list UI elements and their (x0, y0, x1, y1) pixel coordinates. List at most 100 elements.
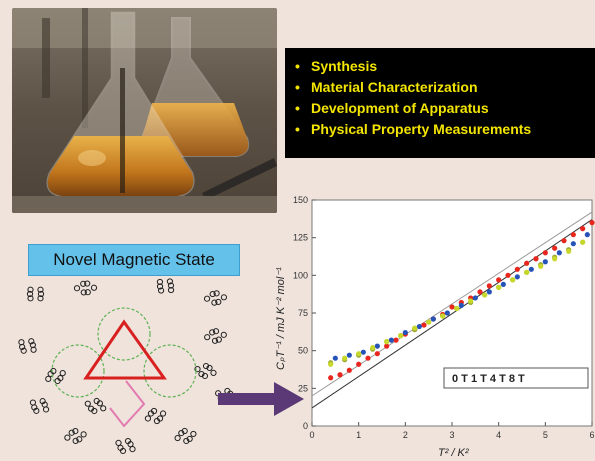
atom-mark (39, 398, 46, 405)
atom-mark (64, 434, 71, 441)
data-point (496, 284, 502, 290)
data-point (500, 281, 506, 287)
atom-mark (144, 415, 152, 422)
atom-mark (93, 397, 100, 405)
atom-mark (87, 405, 95, 412)
x-tick-label: 4 (496, 430, 501, 440)
bullet-dot-icon: • (295, 121, 300, 137)
data-point (388, 337, 394, 343)
y-tick-label: 125 (293, 233, 308, 243)
data-point (421, 322, 427, 328)
triangle-lattice (83, 319, 167, 380)
atom-mark (37, 290, 45, 298)
atom-mark (204, 334, 211, 341)
data-point (468, 298, 474, 304)
data-point (533, 256, 539, 262)
atom-mark (174, 434, 181, 442)
atom-mark (203, 295, 211, 302)
atom-mark (68, 429, 75, 436)
data-point (570, 241, 576, 247)
y-axis-label: CₚT⁻¹ / mJ K⁻² mol⁻¹ (275, 267, 287, 370)
molecule-lattice-image (18, 278, 236, 455)
atom-mark (156, 283, 164, 290)
data-point (542, 259, 548, 265)
atom-mark (210, 369, 217, 376)
x-tick-label: 3 (449, 430, 454, 440)
data-point (584, 232, 590, 238)
atom-mark (54, 377, 61, 385)
atom-mark (19, 343, 26, 351)
atom-mark (20, 347, 27, 354)
molecular-structure-diagram (14, 276, 240, 456)
atom-mark (157, 287, 165, 294)
y-tick-label: 0 (303, 421, 308, 431)
data-point (561, 238, 567, 244)
magnetic-state-title: Novel Magnetic State (28, 244, 240, 276)
atom-mark (129, 446, 136, 453)
data-point (505, 272, 511, 278)
atom-mark (28, 338, 35, 345)
data-point (510, 277, 516, 283)
data-point (426, 319, 432, 325)
data-point (570, 232, 576, 238)
data-point (524, 260, 530, 266)
bullet-item: • Development of Apparatus (295, 98, 595, 119)
flasks-image (12, 8, 277, 213)
atom-mark (156, 278, 164, 286)
data-point (552, 245, 558, 251)
data-point (538, 263, 544, 269)
atom-mark (198, 370, 205, 378)
y-tick-label: 100 (293, 270, 308, 280)
atom-mark (153, 417, 161, 425)
data-point (360, 349, 366, 355)
data-point (398, 333, 404, 339)
legend: 0 T 1 T 4 T 8 T (443, 367, 589, 389)
data-point (524, 269, 530, 275)
data-point (458, 302, 464, 309)
data-point (514, 266, 520, 272)
atom-mark (45, 375, 52, 382)
data-point (342, 355, 348, 361)
atom-mark (27, 295, 34, 302)
data-point (528, 266, 534, 272)
data-point (514, 274, 520, 280)
data-point (482, 292, 488, 298)
data-point (328, 375, 334, 381)
x-tick-label: 1 (356, 430, 361, 440)
atom-mark (84, 400, 91, 407)
atom-mark (80, 280, 87, 287)
x-tick-label: 2 (403, 430, 408, 440)
bullet-item: • Physical Property Measurements (295, 119, 595, 140)
plot-area (311, 199, 593, 427)
activities-box: • Synthesis • Material Characterization • D… (285, 48, 595, 158)
magnetic-state-label: Novel Magnetic State (53, 250, 215, 269)
data-point (416, 323, 422, 330)
atom-mark (73, 285, 81, 292)
atom-mark (42, 406, 50, 413)
x-tick-label: 0 (309, 430, 314, 440)
atom-mark (80, 289, 87, 296)
atom-mark (90, 284, 98, 291)
x-tick-label: 5 (543, 430, 548, 440)
data-point (346, 352, 352, 358)
atom-mark (167, 286, 175, 294)
atom-mark (80, 431, 87, 438)
bullet-dot-icon: • (295, 100, 300, 116)
data-point (552, 256, 558, 262)
atom-mark (212, 328, 220, 335)
data-point (486, 283, 492, 289)
atom-mark (84, 280, 91, 287)
data-point (430, 316, 436, 322)
data-point (384, 339, 390, 345)
atom-mark (211, 337, 219, 344)
atom-mark (37, 286, 44, 293)
data-point (580, 239, 586, 245)
x-tick-label: 6 (589, 430, 594, 440)
atom-mark (29, 399, 37, 406)
atom-mark (100, 405, 107, 412)
data-point (328, 361, 334, 367)
atom-mark (220, 331, 227, 338)
atom-mark (76, 436, 83, 443)
flasks-photo (12, 8, 277, 213)
data-point (356, 361, 362, 367)
